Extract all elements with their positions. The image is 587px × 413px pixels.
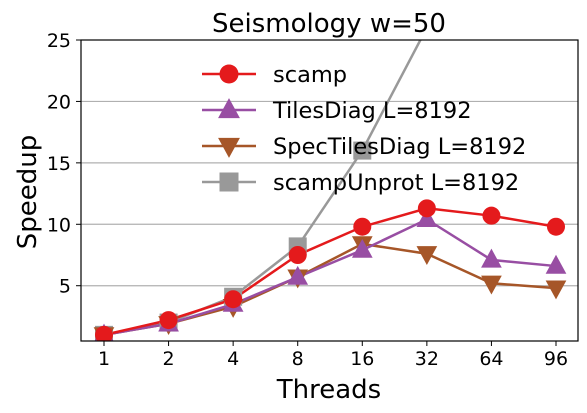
series-line [103,217,557,337]
x-ticks: 1 2 4 8 16 32 64 96 [98,341,568,370]
y-tick-label: 15 [47,153,71,175]
legend-label: scampUnprot L=8192 [273,170,519,196]
legend: scamp TilesDiag L=8192 SpecTilesDiag L=819… [202,62,526,196]
y-ticks: 5 10 15 20 25 [47,30,81,298]
y-tick-label: 25 [47,30,71,52]
data-point [481,248,502,268]
x-axis-label: Threads [276,375,381,405]
x-tick-label: 96 [544,348,568,370]
series-lines [103,40,557,337]
x-tick-label: 32 [415,348,439,370]
data-point [353,217,372,236]
data-point [416,208,438,228]
x-tick-label: 16 [350,348,374,370]
series-markers [93,141,567,341]
data-point [95,325,113,341]
plot-frame [80,39,579,342]
data-point [547,217,565,236]
legend-marker [218,98,240,119]
data-point [482,206,501,225]
y-tick-label: 20 [47,91,71,113]
data-point [353,141,372,160]
data-point [287,265,309,285]
data-point [545,280,567,300]
data-point [545,254,567,274]
x-tick-label: 2 [163,348,175,370]
legend-marker [219,172,239,192]
data-point [159,311,178,330]
y-axis-label: Speedup [13,135,43,250]
y-tick-label: 5 [59,276,71,298]
y-tick-label: 10 [47,214,71,236]
x-tick-label: 8 [292,348,304,370]
x-tick-label: 1 [98,348,110,370]
legend-label: TilesDiag L=8192 [272,98,472,124]
data-point [351,238,373,258]
legend-label: scamp [273,62,347,88]
legend-marker [219,64,239,84]
series-line [103,207,557,337]
x-tick-label: 4 [227,348,239,370]
x-tick-label: 64 [479,348,503,370]
data-point [288,246,307,264]
data-point [481,275,502,295]
data-point [224,290,243,309]
data-point [416,246,438,266]
data-point [417,199,436,218]
legend-label: SpecTilesDiag L=8192 [273,134,526,160]
chart-title: Seismology w=50 [212,9,446,39]
legend-marker [218,137,240,158]
